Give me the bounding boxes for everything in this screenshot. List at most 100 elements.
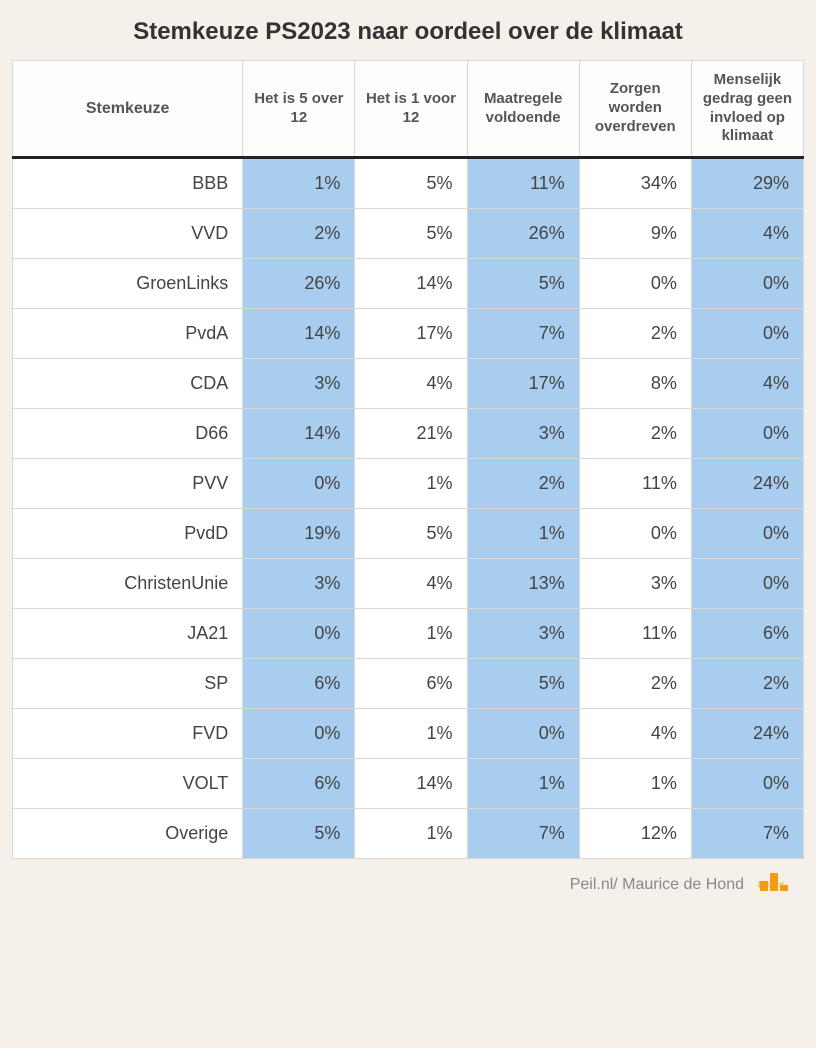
- table-cell: 6%: [691, 609, 803, 659]
- page-container: Stemkeuze PS2023 naar oordeel over de kl…: [0, 0, 816, 915]
- row-label: PVV: [13, 459, 243, 509]
- table-cell: 7%: [691, 809, 803, 859]
- table-cell: 11%: [579, 609, 691, 659]
- table-cell: 1%: [243, 158, 355, 209]
- table-cell: 5%: [243, 809, 355, 859]
- table-row: PvdA14%17%7%2%0%: [13, 309, 804, 359]
- table-cell: 6%: [243, 659, 355, 709]
- table-cell: 1%: [579, 759, 691, 809]
- row-label: BBB: [13, 158, 243, 209]
- column-header: Menselijk gedrag geen invloed op klimaat: [691, 61, 803, 158]
- table-row: FVD0%1%0%4%24%: [13, 709, 804, 759]
- row-label: PvdD: [13, 509, 243, 559]
- footer: Peil.nl/ Maurice de Hond Peil.nl: [12, 867, 804, 903]
- table-cell: 5%: [355, 509, 467, 559]
- table-cell: 2%: [467, 459, 579, 509]
- table-cell: 26%: [243, 259, 355, 309]
- row-label: VOLT: [13, 759, 243, 809]
- table-cell: 2%: [579, 409, 691, 459]
- table-cell: 0%: [691, 509, 803, 559]
- table-cell: 14%: [355, 259, 467, 309]
- table-body: BBB1%5%11%34%29%VVD2%5%26%9%4%GroenLinks…: [13, 158, 804, 859]
- table-cell: 0%: [243, 709, 355, 759]
- table-cell: 1%: [355, 709, 467, 759]
- table-cell: 5%: [467, 259, 579, 309]
- table-cell: 24%: [691, 459, 803, 509]
- table-cell: 17%: [467, 359, 579, 409]
- table-cell: 0%: [691, 559, 803, 609]
- table-cell: 1%: [467, 509, 579, 559]
- table-row: PVV0%1%2%11%24%: [13, 459, 804, 509]
- column-header: Maatregele voldoende: [467, 61, 579, 158]
- table-row: Overige5%1%7%12%7%: [13, 809, 804, 859]
- table-row: VOLT6%14%1%1%0%: [13, 759, 804, 809]
- page-title: Stemkeuze PS2023 naar oordeel over de kl…: [12, 18, 804, 46]
- column-header: Het is 1 voor 12: [355, 61, 467, 158]
- row-label: PvdA: [13, 309, 243, 359]
- table-row: VVD2%5%26%9%4%: [13, 209, 804, 259]
- table-cell: 1%: [355, 459, 467, 509]
- logo-text: Peil.nl: [758, 867, 784, 903]
- table-cell: 29%: [691, 158, 803, 209]
- table-cell: 0%: [691, 409, 803, 459]
- table-cell: 3%: [579, 559, 691, 609]
- table-cell: 13%: [467, 559, 579, 609]
- table-cell: 2%: [579, 659, 691, 709]
- table-cell: 14%: [355, 759, 467, 809]
- table-cell: 3%: [243, 559, 355, 609]
- table-row: PvdD19%5%1%0%0%: [13, 509, 804, 559]
- table-cell: 3%: [243, 359, 355, 409]
- table-cell: 5%: [355, 158, 467, 209]
- column-header: Het is 5 over 12: [243, 61, 355, 158]
- table-cell: 34%: [579, 158, 691, 209]
- table-cell: 4%: [691, 359, 803, 409]
- table-cell: 7%: [467, 809, 579, 859]
- table-cell: 1%: [355, 809, 467, 859]
- table-cell: 0%: [243, 609, 355, 659]
- column-header: Zorgen worden overdreven: [579, 61, 691, 158]
- peil-logo-icon: Peil.nl: [758, 869, 798, 903]
- table-cell: 2%: [579, 309, 691, 359]
- table-cell: 17%: [355, 309, 467, 359]
- source-text: Peil.nl/ Maurice de Hond: [570, 876, 744, 893]
- row-label: VVD: [13, 209, 243, 259]
- row-label: FVD: [13, 709, 243, 759]
- table-row: ChristenUnie3%4%13%3%0%: [13, 559, 804, 609]
- table-row: JA210%1%3%11%6%: [13, 609, 804, 659]
- table-cell: 4%: [579, 709, 691, 759]
- data-table: Stemkeuze Het is 5 over 12Het is 1 voor …: [12, 60, 804, 859]
- table-row: CDA3%4%17%8%4%: [13, 359, 804, 409]
- table-cell: 0%: [579, 509, 691, 559]
- table-row: D6614%21%3%2%0%: [13, 409, 804, 459]
- table-header-row: Stemkeuze Het is 5 over 12Het is 1 voor …: [13, 61, 804, 158]
- table-row: GroenLinks26%14%5%0%0%: [13, 259, 804, 309]
- table-cell: 4%: [355, 559, 467, 609]
- table-cell: 14%: [243, 309, 355, 359]
- row-label: JA21: [13, 609, 243, 659]
- table-cell: 1%: [467, 759, 579, 809]
- row-label: CDA: [13, 359, 243, 409]
- table-cell: 11%: [579, 459, 691, 509]
- table-cell: 21%: [355, 409, 467, 459]
- table-row: BBB1%5%11%34%29%: [13, 158, 804, 209]
- table-cell: 0%: [579, 259, 691, 309]
- table-cell: 0%: [243, 459, 355, 509]
- table-cell: 3%: [467, 409, 579, 459]
- table-cell: 6%: [355, 659, 467, 709]
- row-label: Overige: [13, 809, 243, 859]
- row-label: GroenLinks: [13, 259, 243, 309]
- table-cell: 0%: [467, 709, 579, 759]
- row-label: D66: [13, 409, 243, 459]
- table-cell: 8%: [579, 359, 691, 409]
- table-cell: 12%: [579, 809, 691, 859]
- table-cell: 4%: [355, 359, 467, 409]
- table-cell: 2%: [691, 659, 803, 709]
- row-label: ChristenUnie: [13, 559, 243, 609]
- table-cell: 5%: [355, 209, 467, 259]
- table-cell: 4%: [691, 209, 803, 259]
- table-cell: 7%: [467, 309, 579, 359]
- table-cell: 5%: [467, 659, 579, 709]
- table-cell: 26%: [467, 209, 579, 259]
- table-cell: 9%: [579, 209, 691, 259]
- table-cell: 0%: [691, 259, 803, 309]
